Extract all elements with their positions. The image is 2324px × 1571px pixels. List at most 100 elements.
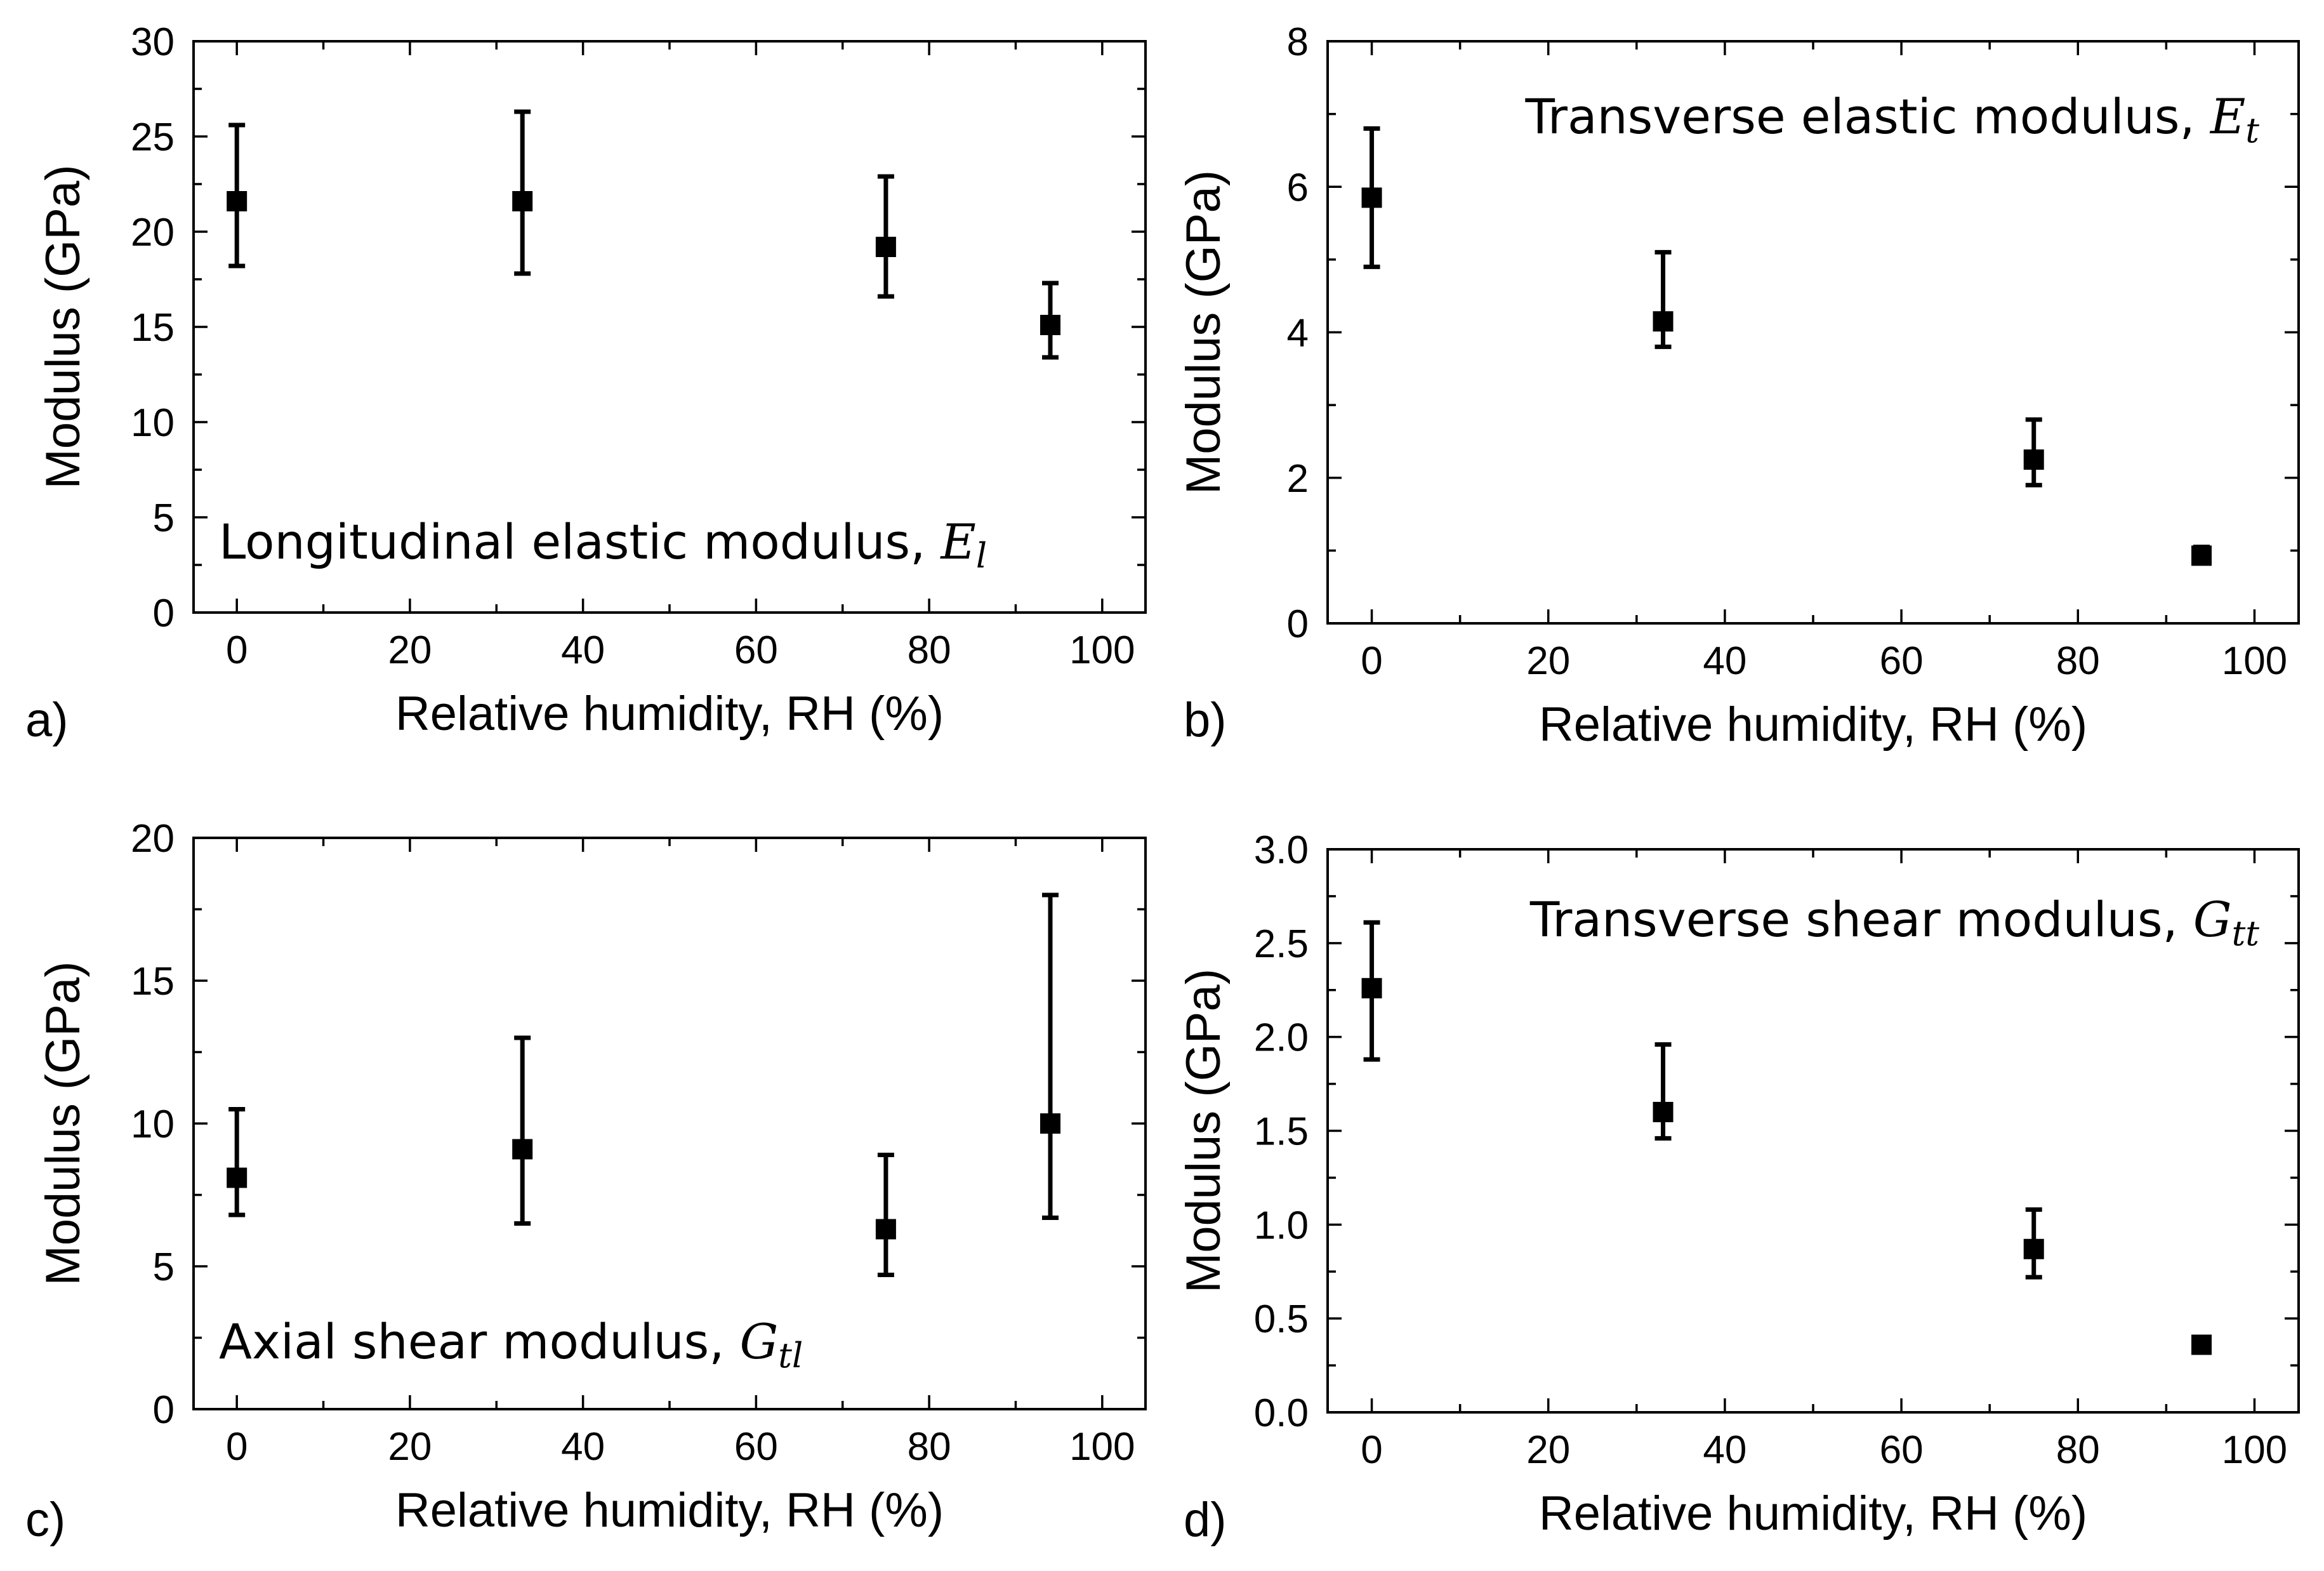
x-tick-label: 40 (561, 1425, 605, 1469)
square-marker (1361, 978, 1382, 998)
y-tick-label: 2 (1287, 457, 1309, 501)
y-tick-label: 2.5 (1254, 922, 1309, 966)
y-tick-label: 6 (1287, 166, 1309, 209)
data-point (1361, 920, 1382, 1062)
y-tick-label: 15 (131, 960, 175, 1004)
square-marker (1361, 187, 1382, 208)
annotation-text: Axial shear modulus, (219, 1313, 740, 1370)
x-tick-label: 20 (1526, 639, 1570, 683)
annotation-subscript: l (976, 536, 987, 576)
data-point (2191, 1334, 2212, 1355)
x-tick-label: 100 (1069, 628, 1135, 672)
panel-a: 0 20 40 60 80 100 0 5 10 15 20 25 30 Relative humidit… (25, 20, 1147, 747)
x-tick-label: 100 (1069, 1425, 1135, 1469)
square-marker (1653, 311, 1674, 332)
square-marker (2191, 545, 2212, 566)
square-marker (227, 1167, 248, 1188)
y-tick-label: 0 (1287, 602, 1309, 646)
x-tick-label: 0 (1361, 639, 1382, 683)
y-tick-label: 30 (131, 20, 175, 64)
x-tick-label: 0 (1361, 1428, 1382, 1472)
x-axis-label: Relative humidity, RH (%) (395, 1483, 944, 1537)
y-tick-label: 1.5 (1254, 1110, 1309, 1154)
y-tick-label: 5 (153, 496, 175, 540)
panel-annotation: Longitudinal elastic modulus, El (219, 514, 987, 576)
panel-tag: d) (1184, 1493, 1227, 1547)
x-tick-label: 0 (226, 628, 248, 672)
square-marker (1653, 1101, 1674, 1122)
y-tick-label: 10 (131, 1103, 175, 1146)
annotation-variable: G (2193, 891, 2232, 948)
x-tick-label: 80 (2056, 639, 2100, 683)
x-axis-label: Relative humidity, RH (%) (395, 687, 944, 741)
y-tick-label: 5 (153, 1245, 175, 1289)
y-tick-label: 10 (131, 401, 175, 445)
data-point (1653, 1042, 1674, 1141)
square-marker (2023, 1238, 2044, 1259)
x-tick-label: 60 (734, 628, 778, 672)
y-tick-label: 3.0 (1254, 828, 1309, 872)
x-tick-label: 80 (908, 1425, 951, 1469)
data-point (1040, 281, 1060, 360)
annotation-variable: E (939, 514, 975, 570)
square-marker (2191, 1334, 2212, 1355)
annotation-variable: G (740, 1313, 779, 1370)
y-tick-label: 0 (153, 1388, 175, 1432)
x-tick-label: 40 (1703, 639, 1746, 683)
y-tick-label: 8 (1287, 20, 1309, 64)
square-marker (512, 191, 533, 211)
data-point (1361, 126, 1382, 269)
square-marker (227, 191, 248, 211)
x-tick-label: 60 (1880, 1428, 1924, 1472)
data-point (227, 123, 248, 268)
data-point (512, 109, 533, 276)
annotation-text: Transverse elastic modulus, (1524, 88, 2210, 145)
x-tick-label: 100 (2222, 1428, 2287, 1472)
x-tick-label: 20 (1526, 1428, 1570, 1472)
data-point (2191, 545, 2212, 566)
y-tick-label: 4 (1287, 312, 1309, 355)
data-point (2023, 417, 2044, 487)
y-tick-label: 20 (131, 817, 175, 861)
panel-b: 0 20 40 60 80 100 0 2 4 6 8 Relative humidity, RH (… (1177, 20, 2300, 752)
square-marker (875, 237, 896, 257)
square-marker (2023, 449, 2044, 470)
x-tick-label: 40 (561, 628, 605, 672)
y-axis-label: Modulus (GPa) (1177, 170, 1231, 494)
y-tick-label: 0 (153, 592, 175, 635)
panel-annotation: Axial shear modulus, Gtl (219, 1313, 803, 1375)
y-axis-label: Modulus (GPa) (36, 961, 90, 1285)
x-tick-label: 60 (734, 1425, 778, 1469)
x-axis-label: Relative humidity, RH (%) (1539, 698, 2087, 752)
y-tick-label: 0.0 (1254, 1391, 1309, 1435)
panel-tag: c) (25, 1493, 65, 1547)
x-tick-label: 40 (1703, 1428, 1746, 1472)
y-tick-label: 1.0 (1254, 1203, 1309, 1247)
y-axis-label: Modulus (GPa) (36, 164, 90, 489)
square-marker (1040, 1113, 1060, 1134)
y-tick-label: 25 (131, 116, 175, 159)
annotation-subscript: t (2245, 110, 2259, 150)
annotation-text: Transverse shear modulus, (1529, 891, 2193, 948)
x-tick-label: 80 (908, 628, 951, 672)
panel-tag: b) (1184, 693, 1227, 747)
x-tick-label: 60 (1880, 639, 1924, 683)
square-marker (512, 1139, 533, 1160)
panel-d: 0 20 40 60 80 100 0.0 0.5 1.0 1.5 2.0 2.5 3.0 Relativ… (1177, 828, 2300, 1547)
annotation-text: Longitudinal elastic modulus, (219, 514, 941, 570)
annotation-subscript: tl (778, 1336, 803, 1375)
y-tick-label: 20 (131, 211, 175, 255)
data-point (875, 1153, 896, 1277)
square-marker (1040, 315, 1060, 335)
panel-annotation: Transverse elastic modulus, Et (1524, 88, 2259, 150)
y-tick-label: 2.0 (1254, 1016, 1309, 1060)
annotation-subscript: tt (2232, 913, 2260, 953)
x-tick-label: 20 (388, 1425, 432, 1469)
panel-annotation: Transverse shear modulus, Gtt (1529, 891, 2259, 953)
y-tick-label: 0.5 (1254, 1297, 1309, 1341)
x-tick-label: 0 (226, 1425, 248, 1469)
panel-tag: a) (25, 693, 69, 747)
data-point (512, 1035, 533, 1226)
y-axis-label: Modulus (GPa) (1177, 969, 1231, 1293)
